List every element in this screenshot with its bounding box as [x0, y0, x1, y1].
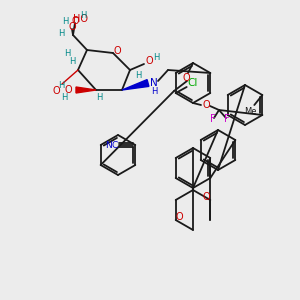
Text: N: N	[150, 78, 158, 88]
Text: H: H	[153, 52, 159, 62]
Text: O: O	[68, 22, 76, 32]
Text: O: O	[113, 46, 121, 56]
Text: Cl: Cl	[188, 78, 198, 88]
Text: O: O	[202, 192, 210, 202]
Polygon shape	[76, 87, 96, 93]
Text: O: O	[64, 85, 72, 95]
Text: H: H	[64, 49, 70, 58]
Text: H: H	[58, 28, 64, 38]
Text: H: H	[69, 58, 75, 67]
Text: O: O	[182, 73, 190, 83]
Text: H: H	[58, 80, 64, 89]
Text: O: O	[145, 56, 153, 66]
Text: HO: HO	[74, 14, 88, 24]
Polygon shape	[122, 80, 149, 90]
Text: Me: Me	[244, 107, 256, 116]
Text: O: O	[71, 16, 79, 26]
Text: H: H	[96, 94, 102, 103]
Text: O: O	[52, 86, 60, 96]
Text: N: N	[105, 140, 112, 149]
Text: O: O	[202, 100, 210, 110]
Text: F: F	[210, 114, 216, 124]
Text: H: H	[80, 11, 86, 20]
Text: O: O	[176, 212, 184, 222]
Text: H: H	[62, 17, 68, 26]
Text: F: F	[224, 114, 230, 124]
Text: H: H	[135, 70, 141, 80]
Text: H: H	[151, 86, 157, 95]
Text: C: C	[111, 140, 117, 149]
Text: H: H	[61, 92, 67, 101]
